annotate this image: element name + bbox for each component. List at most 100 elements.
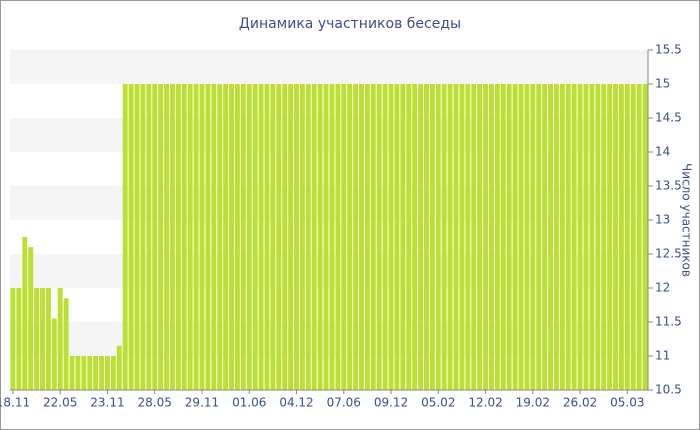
bar — [595, 84, 601, 390]
bar — [282, 84, 288, 390]
x-tick-label: 05.02 — [421, 396, 455, 410]
bar — [128, 84, 134, 390]
bar — [577, 84, 583, 390]
bar — [105, 356, 110, 390]
bar — [217, 84, 223, 390]
bar — [240, 84, 246, 390]
bar — [607, 84, 613, 390]
grid-band — [10, 254, 648, 288]
bar — [370, 84, 376, 390]
bar — [146, 84, 152, 390]
bar — [524, 84, 530, 390]
bar — [459, 84, 465, 390]
bar — [418, 84, 424, 390]
bar — [181, 84, 187, 390]
x-tick-label: 12.02 — [468, 396, 502, 410]
bar — [494, 84, 500, 390]
x-tick-label: 04.12 — [279, 396, 313, 410]
bar — [223, 84, 229, 390]
bar — [471, 84, 477, 390]
y-tick-label: 14.5 — [655, 111, 682, 125]
bar — [642, 84, 648, 390]
x-tick-label: 07.06 — [327, 396, 361, 410]
bar — [429, 84, 435, 390]
bar — [28, 247, 34, 390]
bar — [412, 84, 418, 390]
bar — [175, 84, 181, 390]
bar — [530, 84, 536, 390]
bar — [571, 84, 577, 390]
bar — [87, 356, 93, 390]
bar — [158, 84, 164, 390]
bar — [311, 84, 317, 390]
bar — [394, 84, 400, 390]
bar — [51, 318, 57, 390]
x-tick-label: 01.06 — [232, 396, 266, 410]
bar — [122, 84, 128, 390]
bar — [187, 84, 193, 390]
bar — [45, 288, 51, 390]
x-tick-label: 29.11 — [185, 396, 219, 410]
bar — [559, 84, 565, 390]
bar — [288, 84, 294, 390]
bar — [500, 84, 506, 390]
x-tick-label: 23.11 — [90, 396, 124, 410]
bar — [57, 288, 63, 390]
bar — [589, 84, 595, 390]
bar — [81, 356, 87, 390]
bar — [199, 84, 205, 390]
bar — [477, 84, 483, 390]
bar — [264, 84, 270, 390]
y-tick-label: 12 — [655, 281, 670, 295]
bar — [441, 84, 447, 390]
bar — [134, 84, 140, 390]
bar — [69, 356, 75, 390]
bar — [341, 84, 347, 390]
bar — [565, 84, 571, 390]
bar — [270, 84, 276, 390]
bar — [618, 84, 624, 390]
bar — [276, 84, 282, 390]
bar — [323, 84, 329, 390]
y-tick-label: 13 — [655, 213, 670, 227]
bar — [258, 84, 264, 390]
bar — [636, 84, 642, 390]
bar — [447, 84, 453, 390]
y-tick-label: 15.5 — [655, 43, 682, 57]
bar — [16, 288, 22, 390]
bar — [99, 356, 105, 390]
bar — [553, 84, 559, 390]
x-tick-label: 09.12 — [374, 396, 408, 410]
grid-band — [10, 118, 648, 152]
bar — [34, 288, 40, 390]
bar — [353, 84, 359, 390]
grid-band — [10, 50, 648, 84]
x-tick-label: 26.02 — [563, 396, 597, 410]
bar — [205, 84, 211, 390]
bar — [229, 84, 234, 390]
bar — [116, 345, 122, 390]
bar — [400, 84, 406, 390]
y-tick-label: 14 — [655, 145, 670, 159]
bar — [465, 84, 471, 390]
bar — [335, 84, 341, 390]
bar — [601, 84, 607, 390]
bar — [329, 84, 335, 390]
y-axis-label: Число участников — [680, 163, 694, 277]
y-tick-label: 11 — [655, 349, 670, 363]
bar — [22, 237, 28, 390]
y-tick-label: 13.5 — [655, 179, 682, 193]
bar — [93, 356, 99, 390]
bar — [10, 288, 16, 390]
bar — [542, 84, 548, 390]
grid-band — [10, 322, 648, 356]
bar — [506, 84, 512, 390]
bar — [63, 298, 69, 390]
bar — [234, 84, 240, 390]
bar — [246, 84, 252, 390]
bar — [583, 84, 589, 390]
x-tick-label: 19.02 — [516, 396, 550, 410]
bar — [489, 84, 494, 390]
